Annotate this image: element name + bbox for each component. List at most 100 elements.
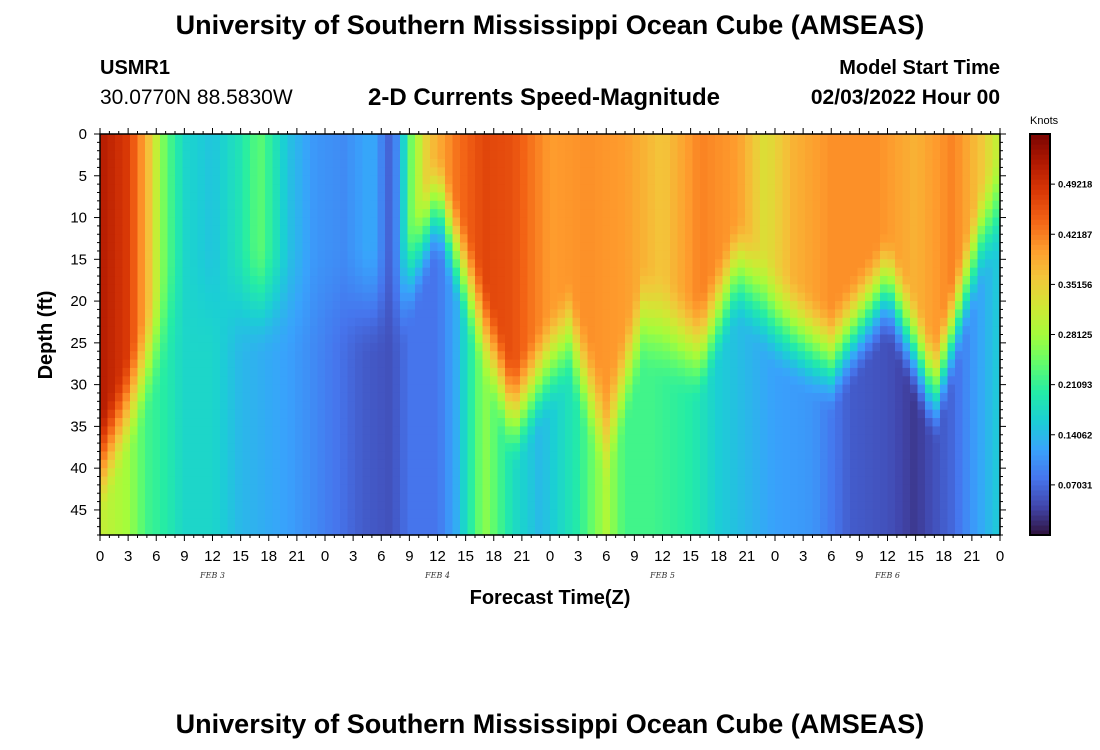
heatmap-cell [115,409,124,419]
heatmap-cell [790,418,799,427]
heatmap-cell [467,209,476,219]
heatmap-cell [520,225,529,235]
heatmap-cell [640,418,649,427]
heatmap-cell [565,217,574,227]
heatmap-cell [265,476,274,486]
heatmap-cell [790,376,799,386]
heatmap-cell [602,192,611,202]
heatmap-cell [152,225,161,235]
heatmap-cell [820,276,829,285]
heatmap-cell [340,134,349,143]
heatmap-cell [370,392,379,402]
heatmap-cell [557,192,566,202]
heatmap-cell [137,451,146,461]
heatmap-cell [670,359,679,369]
heatmap-cell [370,309,379,319]
heatmap-cell [325,501,334,511]
heatmap-cell [100,476,109,486]
heatmap-cell [602,459,611,469]
heatmap-cell [737,451,746,461]
heatmap-cell [782,259,791,269]
heatmap-cell [692,284,701,294]
heatmap-cell [235,409,244,419]
heatmap-cell [572,376,581,386]
heatmap-cell [782,142,791,152]
heatmap-cell [730,250,739,260]
heatmap-cell [692,167,701,177]
heatmap-cell [535,184,544,194]
heatmap-cell [205,367,214,377]
heatmap-cell [685,301,694,311]
heatmap-cell [490,434,499,444]
heatmap-cell [662,418,671,427]
heatmap-cell [715,351,724,361]
heatmap-cell [392,134,401,143]
heatmap-cell [722,326,731,336]
heatmap-cell [475,367,484,377]
heatmap-cell [212,225,221,235]
heatmap-cell [467,418,476,427]
heatmap-cell [865,426,874,436]
heatmap-cell [355,259,364,269]
heatmap-cell [115,392,124,402]
heatmap-cell [752,501,761,511]
heatmap-cell [325,359,334,369]
heatmap-cell [325,200,334,210]
heatmap-cell [685,459,694,469]
heatmap-cell [655,317,664,327]
heatmap-cell [430,434,439,444]
heatmap-cell [130,150,139,160]
heatmap-cell [677,142,686,152]
heatmap-cell [430,309,439,319]
heatmap-cell [647,392,656,402]
heatmap-cell [722,443,731,453]
heatmap-cell [617,217,626,227]
heatmap-cell [842,392,851,402]
heatmap-cell [865,209,874,219]
heatmap-cell [745,392,754,402]
heatmap-cell [857,242,866,252]
heatmap-cell [715,192,724,202]
heatmap-cell [475,150,484,160]
heatmap-cell [835,418,844,427]
heatmap-cell [160,367,169,377]
heatmap-cell [497,518,506,528]
heatmap-cell [497,242,506,252]
heatmap-cell [715,301,724,311]
heatmap-cell [212,367,221,377]
heatmap-cell [767,259,776,269]
heatmap-cell [385,267,394,277]
heatmap-cell [385,518,394,528]
heatmap-cell [160,451,169,461]
heatmap-cell [625,134,634,143]
heatmap-cell [302,284,311,294]
heatmap-cell [422,468,431,478]
heatmap-cell [497,351,506,361]
heatmap-cell [512,326,521,336]
heatmap-cell [760,142,769,152]
heatmap-cell [115,501,124,511]
heatmap-cell [737,476,746,486]
heatmap-cell [722,376,731,386]
heatmap-cell [827,167,836,177]
heatmap-cell [647,376,656,386]
heatmap-cell [497,200,506,210]
heatmap-cell [700,509,709,519]
heatmap-cell [602,518,611,528]
heatmap-cell [790,409,799,419]
heatmap-cell [497,134,506,143]
heatmap-cell [452,225,461,235]
heatmap-cell [640,317,649,327]
heatmap-cell [445,367,454,377]
heatmap-cell [475,518,484,528]
heatmap-cell [422,418,431,427]
heatmap-cell [550,376,559,386]
heatmap-cell [550,509,559,519]
heatmap-cell [325,209,334,219]
heatmap-cell [655,392,664,402]
heatmap-cell [722,409,731,419]
heatmap-cell [385,284,394,294]
heatmap-cell [212,418,221,427]
heatmap-cell [340,225,349,235]
heatmap-cell [340,326,349,336]
